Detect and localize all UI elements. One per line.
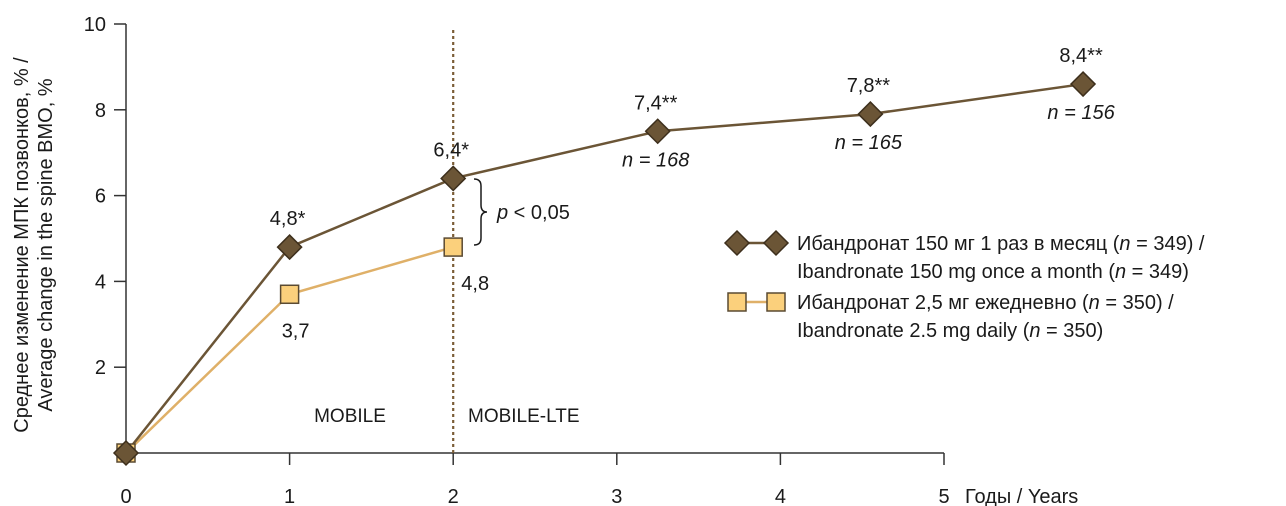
x-tick-label: 3	[611, 486, 622, 506]
legend-square-icon-2	[766, 292, 786, 312]
phase-label-mobile: MOBILE	[314, 406, 386, 427]
y-tick-label: 4	[95, 271, 106, 293]
legend-diamond-icon-1	[723, 229, 751, 257]
n-label-monthly: n = 165	[835, 132, 903, 154]
y-axis-title-en: Average change in the spine BMO, %	[35, 78, 57, 411]
legend-diamond-icon-2	[762, 229, 790, 257]
phase-label-mobile-lte: MOBILE-LTE	[468, 406, 580, 427]
x-axis-title: Годы / Years	[965, 486, 1078, 506]
x-tick-label: 4	[775, 486, 786, 506]
value-label-daily: 4,8	[461, 273, 489, 295]
significance-label: p < 0,05	[496, 202, 570, 224]
x-tick-label: 0	[120, 486, 131, 506]
data-point-diamond-icon	[644, 118, 671, 145]
value-label-monthly: 8,4**	[1059, 45, 1103, 67]
value-label-monthly: 4,8*	[270, 208, 306, 230]
data-point-diamond-icon	[276, 234, 303, 261]
legend-square-icon-1	[727, 292, 747, 312]
value-label-monthly: 7,8**	[847, 75, 891, 97]
legend: Ибандронат 150 мг 1 раз в месяц (n = 349…	[723, 229, 1205, 342]
legend-item-monthly: Ибандронат 150 мг 1 раз в месяц (n = 349…	[723, 229, 1205, 283]
legend-item-daily: Ибандронат 2,5 мг ежедневно (n = 350) / …	[727, 292, 1174, 342]
data-point-diamond-icon	[1069, 70, 1097, 98]
value-label-monthly: 7,4**	[634, 92, 678, 114]
y-axis-title-ru: Среднее изменение МПК позвонков, % /	[11, 57, 33, 433]
data-point-diamond-icon	[857, 101, 884, 128]
series-line-daily	[125, 245, 454, 454]
legend-label-daily-ru: Ибандронат 2,5 мг ежедневно (n = 350) /	[797, 292, 1174, 314]
y-tick-label: 8	[95, 100, 106, 122]
value-label-daily: 3,7	[282, 320, 310, 342]
data-point-square-icon	[279, 284, 300, 305]
y-tick-label: 6	[95, 186, 106, 208]
y-tick-label: 2	[95, 357, 106, 379]
data-point-square-icon	[443, 237, 463, 257]
y-tick-label: 10	[84, 14, 106, 36]
data-point-diamond-icon	[112, 439, 140, 467]
legend-label-monthly-ru: Ибандронат 150 мг 1 раз в месяц (n = 349…	[797, 233, 1205, 255]
n-label-monthly: n = 156	[1047, 102, 1115, 124]
significance-bracket	[473, 178, 488, 246]
legend-label-monthly-en: Ibandronate 150 mg once a month (n = 349…	[797, 261, 1189, 283]
legend-label-daily-en: Ibandronate 2.5 mg daily (n = 350)	[797, 320, 1103, 342]
n-label-monthly: n = 168	[622, 149, 689, 171]
x-tick-label: 5	[938, 486, 949, 506]
series-line-monthly	[125, 82, 1084, 454]
x-tick-label: 2	[448, 486, 459, 506]
x-tick-label: 1	[284, 486, 295, 506]
data-point-diamond-icon	[440, 165, 467, 192]
value-label-monthly: 6,4*	[433, 139, 469, 161]
